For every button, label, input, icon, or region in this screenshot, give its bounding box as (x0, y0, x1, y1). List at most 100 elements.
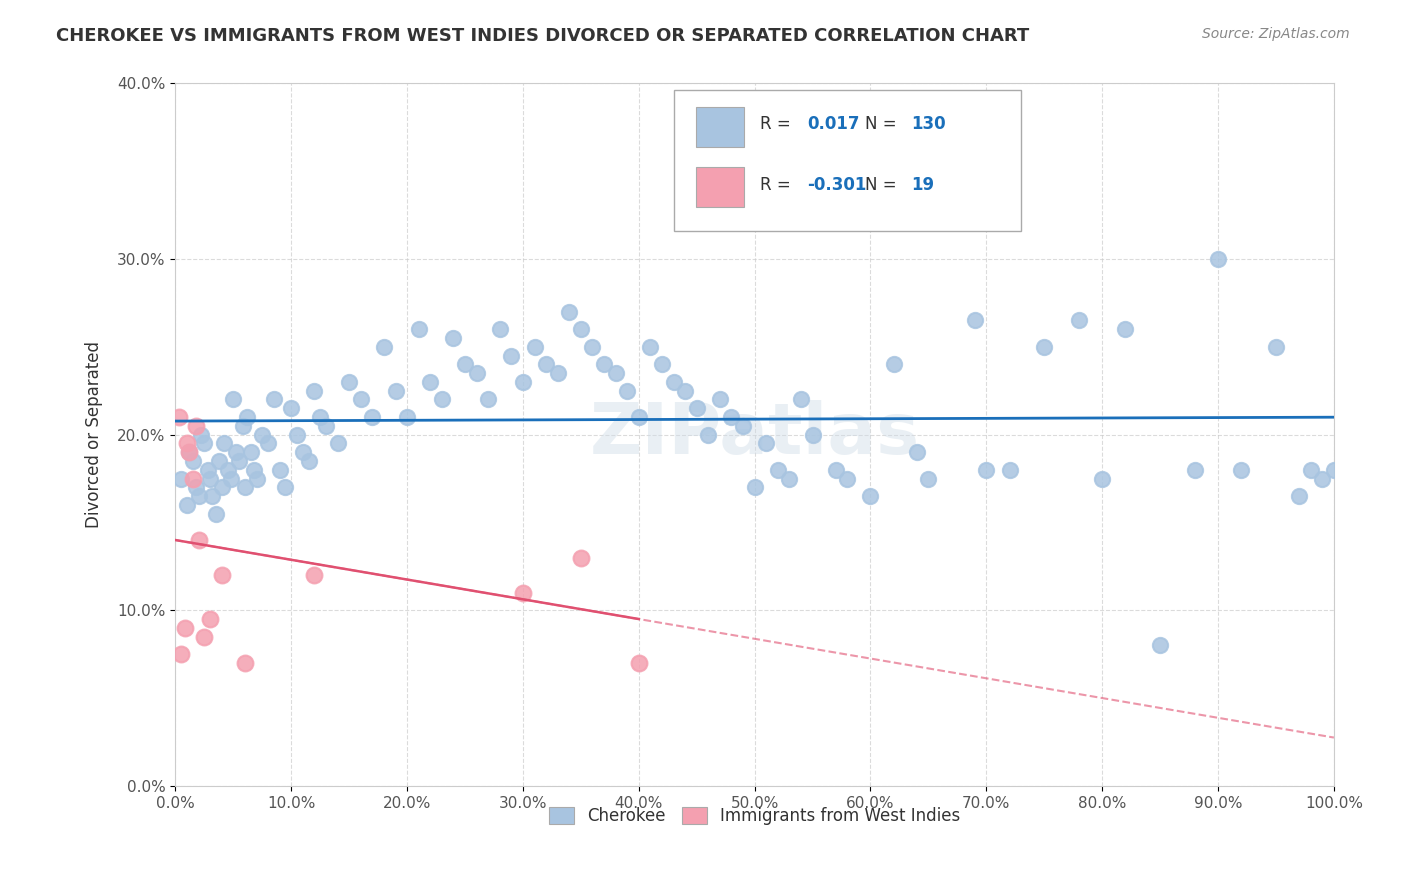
Point (298, 454, 321, 468)
Point (1299, 463, 1322, 477)
Point (662, 375, 685, 389)
Point (1091, 471, 1114, 485)
Point (222, 392, 245, 407)
Point (198, 612, 221, 626)
Point (243, 463, 266, 477)
Point (193, 436, 215, 450)
Point (212, 436, 235, 450)
Point (1184, 463, 1206, 477)
Point (198, 471, 221, 485)
Point (801, 427, 824, 442)
Point (274, 480, 297, 494)
Point (755, 436, 778, 450)
Point (225, 445, 247, 459)
Point (837, 471, 859, 485)
Point (465, 366, 488, 380)
Point (917, 471, 939, 485)
Point (228, 454, 250, 468)
Text: CHEROKEE VS IMMIGRANTS FROM WEST INDIES DIVORCED OR SEPARATED CORRELATION CHART: CHEROKEE VS IMMIGRANTS FROM WEST INDIES … (56, 27, 1029, 45)
Point (824, 463, 846, 477)
Point (219, 471, 242, 485)
Point (419, 375, 441, 389)
Point (941, 208, 963, 222)
Point (569, 550, 592, 565)
Point (998, 463, 1021, 477)
Point (1206, 252, 1229, 266)
Point (233, 480, 256, 494)
Point (905, 445, 928, 459)
Point (257, 436, 280, 450)
Point (605, 366, 627, 380)
Point (443, 331, 465, 345)
Point (1149, 638, 1171, 652)
Point (193, 630, 215, 644)
Point (512, 585, 534, 599)
Point (813, 182, 835, 196)
Point (187, 533, 209, 547)
Point (186, 418, 208, 433)
Point (651, 357, 673, 371)
Text: -0.301: -0.301 (807, 177, 866, 194)
Point (859, 489, 882, 503)
Point (709, 392, 731, 407)
Point (790, 392, 813, 407)
Point (173, 621, 195, 635)
Point (883, 357, 905, 371)
Text: 19: 19 (911, 177, 934, 194)
Point (337, 375, 360, 389)
Point (454, 357, 477, 371)
Text: R =: R = (761, 177, 796, 194)
Text: R =: R = (761, 115, 796, 133)
Text: 0.017: 0.017 (807, 115, 859, 133)
Point (170, 647, 193, 661)
Point (697, 427, 720, 442)
Point (190, 427, 212, 442)
Point (304, 384, 326, 398)
Point (396, 410, 419, 425)
Point (1114, 322, 1136, 336)
Point (534, 357, 557, 371)
Point (778, 471, 800, 485)
Point (236, 410, 259, 425)
Text: N =: N = (865, 115, 901, 133)
Point (181, 471, 204, 485)
Point (501, 349, 523, 363)
Point (350, 392, 373, 407)
Point (280, 401, 302, 416)
Point (232, 418, 254, 433)
Point (179, 445, 201, 459)
Point (408, 322, 430, 336)
Point (1288, 489, 1310, 503)
Point (1067, 313, 1090, 327)
Legend: Cherokee, Immigrants from West Indies: Cherokee, Immigrants from West Indies (540, 799, 969, 834)
Point (430, 392, 453, 407)
Point (245, 471, 267, 485)
Point (208, 454, 231, 468)
Point (616, 384, 638, 398)
Text: ZIPatlas: ZIPatlas (589, 401, 920, 469)
Point (217, 463, 239, 477)
Point (1323, 463, 1346, 477)
FancyBboxPatch shape (673, 90, 1021, 231)
Point (201, 489, 224, 503)
Point (181, 454, 204, 468)
Point (187, 489, 209, 503)
Point (512, 375, 534, 389)
Point (176, 498, 198, 512)
Text: N =: N = (865, 177, 901, 194)
Point (581, 340, 603, 354)
Point (252, 427, 274, 442)
Point (1310, 471, 1333, 485)
Text: 130: 130 (911, 115, 946, 133)
Point (384, 384, 406, 398)
Point (197, 463, 219, 477)
Point (1265, 340, 1288, 354)
Point (547, 366, 569, 380)
Point (315, 418, 337, 433)
Point (744, 480, 766, 494)
Point (976, 463, 998, 477)
Point (731, 418, 754, 433)
Point (627, 410, 650, 425)
Point (1033, 340, 1056, 354)
Point (640, 340, 662, 354)
